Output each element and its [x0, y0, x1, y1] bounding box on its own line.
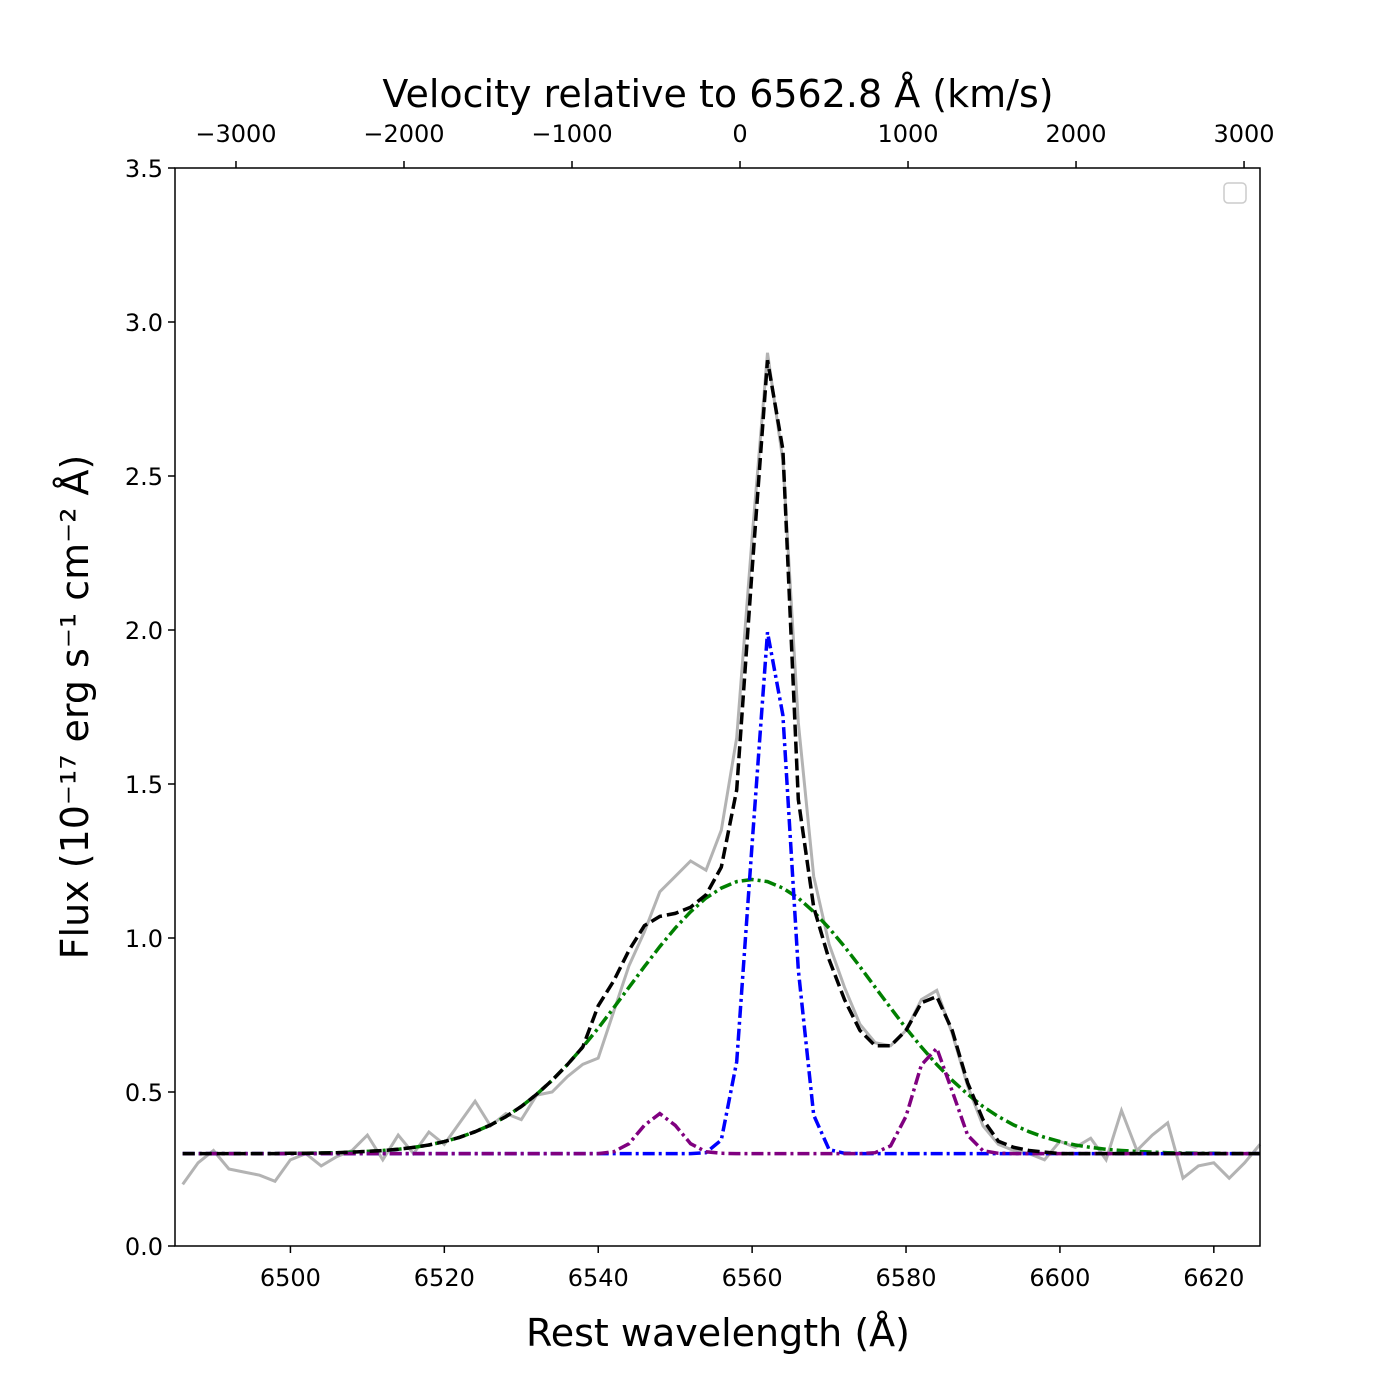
top-tick-label: −1000: [531, 120, 612, 148]
y-axis-label: Flux (10⁻¹⁷ erg s⁻¹ cm⁻² Å): [53, 455, 97, 960]
x-axis-label: Rest wavelength (Å): [526, 1311, 910, 1355]
legend-box: [1223, 182, 1247, 204]
top-tick-label: 0: [732, 120, 747, 148]
y-tick-label: 1.5: [125, 771, 163, 799]
x-tick-label: 6620: [1183, 1264, 1244, 1292]
x-tick-label: 6500: [260, 1264, 321, 1292]
top-axis-label: Velocity relative to 6562.8 Å (km/s): [382, 72, 1053, 116]
y-tick-label: 1.0: [125, 925, 163, 953]
top-tick-label: 2000: [1045, 120, 1106, 148]
top-tick-label: −2000: [363, 120, 444, 148]
x-tick-label: 6560: [722, 1264, 783, 1292]
y-tick-label: 3.5: [125, 155, 163, 183]
x-tick-label: 6600: [1029, 1264, 1090, 1292]
y-tick-label: 0.5: [125, 1079, 163, 1107]
y-tick-label: 3.0: [125, 309, 163, 337]
x-tick-label: 6580: [875, 1264, 936, 1292]
top-tick-label: 3000: [1214, 120, 1275, 148]
plot-frame: [174, 167, 1261, 1247]
top-tick-label: −3000: [195, 120, 276, 148]
x-tick-label: 6540: [568, 1264, 629, 1292]
y-tick-label: 0.0: [125, 1233, 163, 1261]
y-tick-label: 2.5: [125, 463, 163, 491]
top-tick-label: 1000: [877, 120, 938, 148]
x-tick-label: 6520: [414, 1264, 475, 1292]
series-line: [182, 359, 1260, 1156]
y-tick-label: 2.0: [125, 617, 163, 645]
